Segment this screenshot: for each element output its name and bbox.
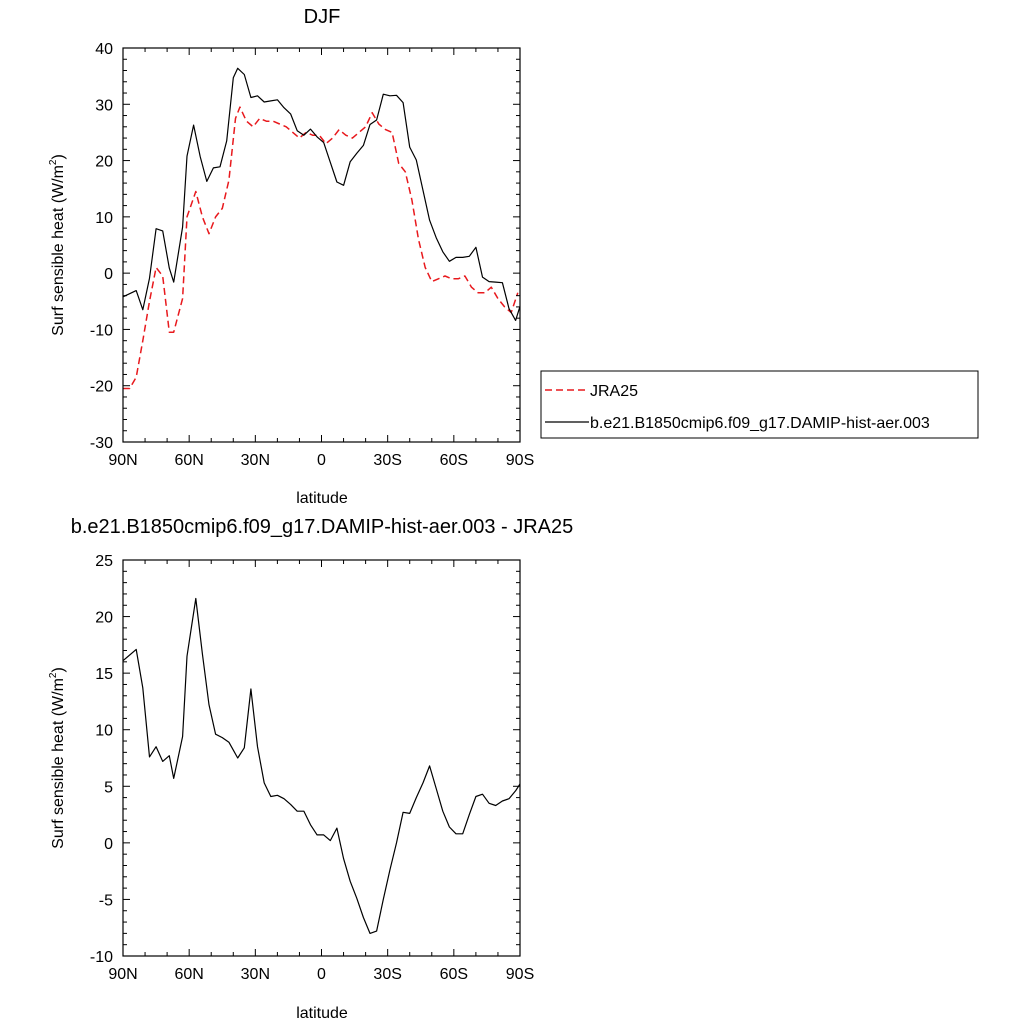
y-tick-label: 10 xyxy=(95,210,113,227)
y-axis-label-close: ) xyxy=(50,154,67,159)
y-axis-label-diff-text: Surf sensible heat (W/m xyxy=(50,678,67,849)
x-tick-label-diff: 30N xyxy=(241,966,270,983)
y-tick-label: 30 xyxy=(95,97,113,114)
y-tick-label: -10 xyxy=(90,322,113,339)
y-axis-label-diff-close: ) xyxy=(50,667,67,672)
axis-ticks: 90N 60N 30N 0 30S 60S 90S 40 30 20 10 0 -10 -20 -30 xyxy=(90,41,534,469)
y-tick-label-diff: 25 xyxy=(95,553,113,570)
axis-ticks-diff: 90N 60N 30N 0 30S 60S 90S 25 20 15 10 5 0 -5 -10 xyxy=(90,553,534,983)
y-axis-label: Surf sensible heat (W/m2) xyxy=(48,154,67,336)
x-tick-label-diff: 0 xyxy=(317,966,326,983)
chart-title: DJF xyxy=(304,6,341,28)
x-tick-label: 60S xyxy=(440,452,468,469)
x-tick-label-diff: 90S xyxy=(506,966,534,983)
series-line-difference xyxy=(122,597,521,935)
y-tick-label: -30 xyxy=(90,435,113,452)
x-tick-label-diff: 30S xyxy=(373,966,401,983)
x-tick-label: 90S xyxy=(506,452,534,469)
x-tick-label-diff: 60S xyxy=(440,966,468,983)
plot-area xyxy=(122,67,521,390)
series-line-model xyxy=(122,67,521,321)
y-axis-label-superscript: 2 xyxy=(48,159,59,165)
x-axis-label-diff: latitude xyxy=(296,1005,348,1022)
y-axis-label-text: Surf sensible heat (W/m xyxy=(50,165,67,336)
series-line-jra25 xyxy=(123,106,519,390)
y-tick-label: 40 xyxy=(95,41,113,58)
y-tick-label: 0 xyxy=(104,266,113,283)
y-axis-label-diff-superscript: 2 xyxy=(48,672,59,678)
legend-box xyxy=(540,370,979,439)
y-tick-label-diff: -10 xyxy=(90,949,113,966)
x-tick-label: 90N xyxy=(108,452,137,469)
x-tick-label: 60N xyxy=(174,452,203,469)
y-tick-label-diff: -5 xyxy=(99,892,113,909)
y-axis-label-diff: Surf sensible heat (W/m2) xyxy=(48,667,67,849)
x-tick-label-diff: 90N xyxy=(108,966,137,983)
y-tick-label-diff: 10 xyxy=(95,723,113,740)
y-tick-label-diff: 15 xyxy=(95,666,113,683)
x-axis-label: latitude xyxy=(296,490,348,507)
axes-frame xyxy=(122,47,521,443)
chart-title-diff: b.e21.B1850cmip6.f09_g17.DAMIP-hist-aer.… xyxy=(71,516,574,538)
panel-bottom: b.e21.B1850cmip6.f09_g17.DAMIP-hist-aer.… xyxy=(48,516,573,1022)
axes-frame-diff xyxy=(122,559,521,957)
x-tick-label: 0 xyxy=(317,452,326,469)
x-tick-label: 30S xyxy=(373,452,401,469)
legend-label-jra25: JRA25 xyxy=(590,383,638,400)
x-tick-label-diff: 60N xyxy=(174,966,203,983)
y-tick-label-diff: 5 xyxy=(104,779,113,796)
legend: JRA25 b.e21.B1850cmip6.f09_g17.DAMIP-his… xyxy=(540,370,979,439)
legend-label-model: b.e21.B1850cmip6.f09_g17.DAMIP-hist-aer.… xyxy=(590,415,930,432)
plot-area-diff xyxy=(122,597,521,935)
y-tick-label-diff: 20 xyxy=(95,610,113,627)
y-tick-label-diff: 0 xyxy=(104,836,113,853)
y-tick-label: -20 xyxy=(90,379,113,396)
y-tick-label: 20 xyxy=(95,154,113,171)
x-tick-label: 30N xyxy=(241,452,270,469)
panel-top: DJF 90N 60N 30N 0 30S 60S 90S 40 30 20 10 0 -10 -20 -3… xyxy=(48,6,979,507)
